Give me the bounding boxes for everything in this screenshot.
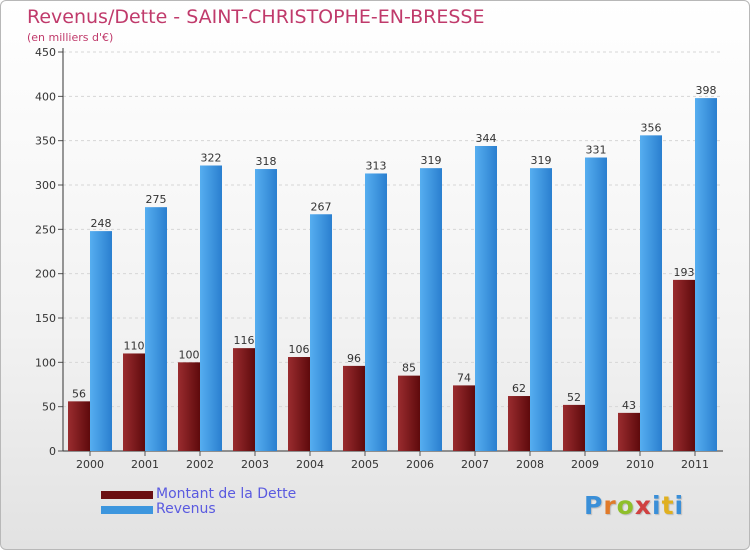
data-label-revenus: 275	[146, 193, 167, 206]
y-tick-label: 300	[35, 179, 56, 192]
logo-letter: r	[603, 491, 617, 520]
logo-letter: x	[634, 491, 652, 520]
logo-letter: P	[584, 491, 604, 520]
data-label-dette: 62	[512, 382, 526, 395]
data-label-revenus: 313	[366, 159, 387, 172]
y-tick-label: 50	[42, 401, 56, 414]
data-label-revenus: 248	[91, 217, 112, 230]
bar-revenus-2006	[420, 168, 442, 452]
bar-revenus-2005	[365, 173, 387, 451]
x-tick-label: 2008	[516, 458, 544, 471]
data-label-revenus: 318	[256, 155, 277, 168]
bar-dette-2004	[288, 357, 310, 451]
bar-revenus-2001	[145, 207, 167, 451]
logo-letter: i	[674, 491, 685, 520]
y-tick-label: 450	[35, 46, 56, 59]
x-tick-label: 2006	[406, 458, 434, 471]
bar-revenus-2003	[255, 169, 277, 452]
x-tick-label: 2003	[241, 458, 269, 471]
y-tick-label: 150	[35, 312, 56, 325]
x-tick-label: 2001	[131, 458, 159, 471]
data-label-revenus: 356	[641, 121, 662, 134]
x-tick-label: 2007	[461, 458, 489, 471]
bar-revenus-2008	[530, 168, 552, 452]
data-label-revenus: 344	[476, 132, 497, 145]
bar-dette-2011	[673, 279, 695, 451]
bar-revenus-2011	[695, 98, 717, 452]
logo-letter: i	[652, 491, 662, 520]
data-label-revenus: 267	[311, 200, 332, 213]
x-tick-label: 2009	[571, 458, 599, 471]
bar-dette-2005	[343, 365, 365, 451]
bar-dette-2001	[123, 353, 145, 451]
bar-dette-2002	[178, 362, 200, 451]
x-tick-label: 2002	[186, 458, 214, 471]
chart-title: Revenus/Dette - SAINT-CHRISTOPHE-EN-BRES…	[27, 6, 485, 28]
y-tick-label: 200	[35, 268, 56, 281]
y-tick-label: 0	[49, 445, 56, 458]
data-label-dette: 74	[457, 371, 471, 384]
bar-revenus-2002	[200, 165, 222, 451]
bar-dette-2006	[398, 375, 420, 451]
bar-dette-2008	[508, 396, 530, 451]
data-label-dette: 56	[72, 387, 86, 400]
logo-letter: o	[616, 491, 635, 520]
x-tick-label: 2004	[296, 458, 324, 471]
data-label-dette: 52	[567, 391, 581, 404]
x-tick-label: 2000	[76, 458, 104, 471]
data-label-revenus: 319	[531, 154, 552, 167]
data-label-dette: 110	[124, 339, 145, 352]
legend-label-dette: Montant de la Dette	[156, 486, 297, 502]
bar-dette-2003	[233, 348, 255, 451]
data-label-dette: 96	[347, 352, 361, 365]
x-tick-label: 2005	[351, 458, 379, 471]
data-label-dette: 116	[234, 334, 255, 347]
legend-swatch-revenus	[101, 506, 153, 514]
bar-dette-2007	[453, 385, 475, 451]
bar-dette-2000	[68, 401, 90, 451]
x-tick-label: 2011	[681, 458, 709, 471]
bar-revenus-2010	[640, 135, 662, 451]
data-label-dette: 100	[179, 348, 200, 361]
data-label-revenus: 398	[696, 84, 717, 97]
legend-label-revenus: Revenus	[156, 501, 216, 517]
chart-subtitle: (en milliers d'€)	[27, 31, 114, 44]
data-label-revenus: 319	[421, 154, 442, 167]
data-label-revenus: 331	[586, 144, 607, 157]
proxiti-logo: Proxiti	[584, 491, 684, 520]
data-label-dette: 106	[289, 343, 310, 356]
y-tick-label: 350	[35, 135, 56, 148]
bar-revenus-2007	[475, 145, 497, 451]
x-tick-label: 2010	[626, 458, 654, 471]
legend-swatch-dette	[101, 491, 153, 499]
y-tick-label: 400	[35, 90, 56, 103]
data-label-dette: 43	[622, 399, 636, 412]
bar-revenus-2004	[310, 214, 332, 451]
bar-dette-2009	[563, 404, 585, 451]
data-label-revenus: 322	[201, 151, 222, 164]
bar-revenus-2009	[585, 157, 607, 451]
bar-dette-2010	[618, 412, 640, 451]
y-tick-label: 100	[35, 356, 56, 369]
data-label-dette: 85	[402, 362, 416, 375]
data-label-dette: 193	[674, 266, 695, 279]
bar-revenus-2000	[90, 231, 112, 451]
logo-letter: t	[661, 491, 675, 520]
y-tick-label: 250	[35, 223, 56, 236]
